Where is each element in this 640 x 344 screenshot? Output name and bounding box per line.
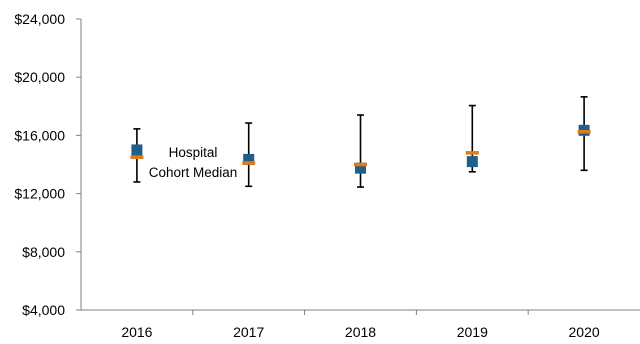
x-tick-label: 2019: [457, 324, 488, 340]
y-tick-label: $8,000: [22, 244, 65, 260]
x-tick-label: 2018: [345, 324, 376, 340]
x-tick-labels: 2016 2017 2018 2019 2020: [121, 324, 600, 340]
cohort-median-point: [577, 129, 591, 134]
cohort-median-point: [465, 151, 479, 155]
hospital-point: [131, 144, 143, 156]
y-tick-label: $20,000: [14, 69, 65, 85]
hospital-point: [355, 162, 366, 174]
x-tick-label: 2016: [121, 324, 152, 340]
range-bar: [357, 114, 364, 188]
y-tick-label: $16,000: [14, 127, 65, 143]
data-markers: [130, 124, 591, 174]
cohort-median-point: [242, 161, 256, 165]
annotation-hospital: Hospital: [169, 145, 218, 160]
y-tick-label: $24,000: [14, 11, 65, 27]
annotation-cohort-median: Cohort Median: [149, 165, 238, 180]
x-tick-label: 2020: [569, 324, 600, 340]
y-tick-labels: $4,000 $8,000 $12,000 $16,000 $20,000 $24,000: [14, 11, 65, 318]
cohort-median-point: [354, 162, 367, 167]
cohort-median-point: [130, 155, 144, 160]
y-tick-label: $12,000: [14, 186, 65, 202]
x-tick-label: 2017: [233, 324, 264, 340]
y-tick-label: $4,000: [22, 302, 65, 318]
hospital-point: [466, 156, 478, 168]
hospital-point: [243, 153, 255, 165]
axes: [76, 18, 640, 315]
